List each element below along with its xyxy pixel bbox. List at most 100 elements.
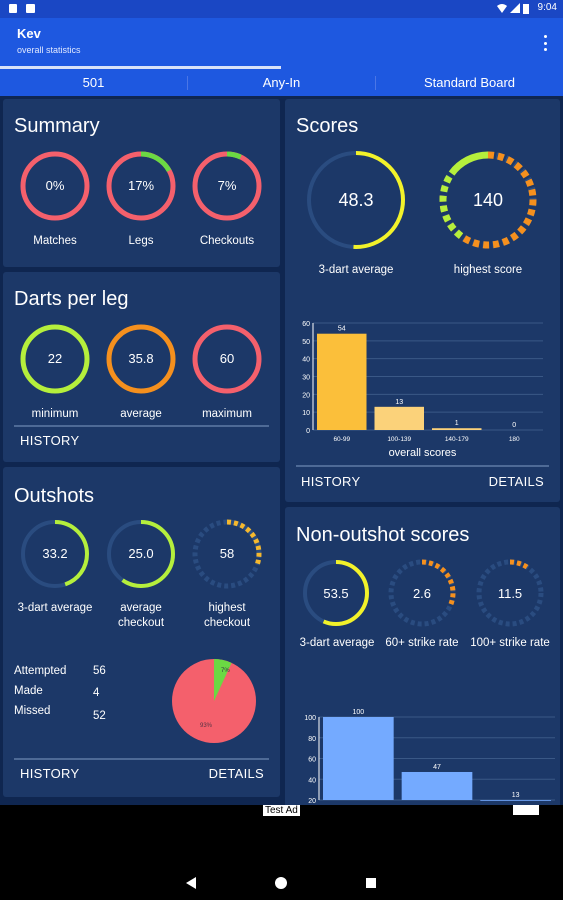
bar (432, 428, 482, 430)
status-bar: 9:04 (0, 0, 563, 18)
average-value: 35.8 (128, 351, 153, 366)
checkouts-value: 7% (218, 178, 237, 193)
overall-scores-chart: 0 10 20 30 40 50 60 54 60-99 13 100-139 1 140-179 0 18… (302, 321, 543, 443)
tab-divider (187, 76, 188, 90)
bar (374, 406, 424, 430)
tab-in-mode[interactable]: Any-In (262, 75, 301, 90)
bar-value-label: 1 (455, 420, 459, 427)
highest-score-label: highest score (453, 264, 523, 276)
legs-value: 17% (128, 178, 154, 193)
divider (14, 758, 269, 760)
tab-indicator (0, 66, 281, 69)
y-tick-label: 40 (308, 777, 316, 784)
checkouts-gauge: 7% (192, 151, 262, 221)
minimum-label: minimum (31, 408, 79, 420)
bar-value-label: 100 (352, 709, 364, 716)
matches-gauge: 0% (20, 151, 90, 221)
filter-tabs: 501 Any-In Standard Board (0, 66, 563, 96)
y-tick-label: 20 (302, 392, 310, 399)
x-tick-label: 60-99 (333, 436, 350, 443)
non-outshot-average-gauge: 53.5 (303, 560, 369, 626)
made-pie-label: 7% (221, 668, 230, 674)
bar-value-label: 47 (433, 764, 441, 771)
ad-banner[interactable]: Test Ad (0, 805, 563, 860)
x-tick-label: 140-179 (445, 436, 469, 443)
divider (14, 425, 269, 427)
y-tick-label: 60 (308, 757, 316, 764)
system-nav-bar (0, 860, 563, 900)
highest-checkout-label: highest checkout (203, 602, 251, 629)
notification-icon (26, 4, 35, 13)
highest-checkout-gauge: 58 (192, 519, 262, 589)
made-value: 4 (93, 687, 100, 699)
tab-board[interactable]: Standard Board (423, 75, 516, 90)
tab-game-type[interactable]: 501 (82, 75, 105, 90)
minimum-gauge: 22 (20, 324, 90, 394)
wifi-icon (497, 4, 507, 13)
y-tick-label: 10 (302, 410, 310, 417)
outshots-card: Outshots 33.2 3-dart average 25.0 averag… (3, 467, 280, 797)
y-tick-label: 40 (302, 357, 310, 364)
outshot-average-gauge: 33.2 (21, 520, 89, 588)
darts-per-leg-card: Darts per leg 22 minimum 35.8 average 60… (3, 272, 280, 462)
non-outshot-title: Non-outshot scores (296, 524, 470, 546)
bar-value-label: 0 (512, 422, 516, 429)
matches-label: Matches (33, 235, 77, 247)
outshots-details-link[interactable]: DETAILS (208, 766, 264, 781)
highest-checkout-value: 58 (220, 546, 234, 561)
status-time: 9:04 (537, 2, 557, 13)
overflow-menu-icon[interactable] (541, 33, 549, 53)
attempted-label: Attempted (14, 665, 67, 677)
x-tick-label: 180 (509, 436, 520, 443)
app-bar: Kev overall statistics (0, 18, 563, 66)
scores-average-label: 3-dart average (318, 264, 394, 276)
made-slice (214, 659, 232, 701)
bar (317, 333, 367, 430)
bar (401, 771, 473, 800)
legs-label: Legs (128, 235, 154, 247)
made-missed-pie: 7% 93% (172, 659, 256, 743)
matches-value: 0% (46, 178, 65, 193)
maximum-gauge: 60 (192, 324, 262, 394)
y-tick-label: 20 (308, 798, 316, 805)
non-outshot-average-value: 53.5 (323, 586, 348, 601)
x-tick-label: 100-139 (387, 436, 411, 443)
strike-100-gauge: 11.5 (476, 559, 544, 627)
strike-60-gauge: 2.6 (388, 559, 456, 627)
back-icon[interactable] (186, 877, 197, 889)
average-gauge: 35.8 (106, 324, 176, 394)
highest-score-value: 140 (473, 190, 503, 210)
recents-icon[interactable] (366, 878, 376, 888)
maximum-value: 60 (220, 351, 234, 366)
average-checkout-label: average checkout (117, 602, 165, 629)
non-outshot-average-label: 3-dart average (299, 637, 375, 649)
y-tick-label: 0 (306, 428, 310, 435)
overall-scores-label: overall scores (388, 447, 457, 459)
bar-value-label: 13 (395, 399, 403, 406)
scores-average-gauge: 48.3 (307, 151, 405, 249)
scores-history-link[interactable]: HISTORY (301, 474, 361, 489)
y-tick-label: 100 (304, 715, 316, 722)
ad-choices-icon[interactable] (513, 805, 539, 815)
tab-divider (375, 76, 376, 90)
scores-details-link[interactable]: DETAILS (488, 474, 544, 489)
outshots-history-link[interactable]: HISTORY (20, 766, 80, 781)
average-checkout-value: 25.0 (128, 546, 153, 561)
legs-gauge: 17% (106, 151, 176, 221)
strike-100-label: 100+ strike rate (470, 637, 550, 649)
darts-history-link[interactable]: HISTORY (20, 433, 80, 448)
stats-content[interactable]: Summary 0% Matches 17% Legs 7% Checkouts… (0, 96, 563, 805)
y-tick-label: 60 (302, 321, 310, 328)
sd-card-icon (9, 4, 17, 13)
battery-icon (523, 4, 529, 14)
made-label: Made (14, 685, 43, 697)
y-tick-label: 80 (308, 736, 316, 743)
darts-per-leg-title: Darts per leg (14, 288, 129, 310)
summary-card: Summary 0% Matches 17% Legs 7% Checkouts (3, 99, 280, 267)
test-ad-label: Test Ad (263, 805, 300, 816)
home-icon[interactable] (275, 877, 287, 889)
maximum-label: maximum (202, 408, 252, 420)
attempted-value: 56 (93, 665, 106, 677)
page-subtitle: overall statistics (17, 45, 81, 55)
summary-title: Summary (14, 115, 100, 137)
